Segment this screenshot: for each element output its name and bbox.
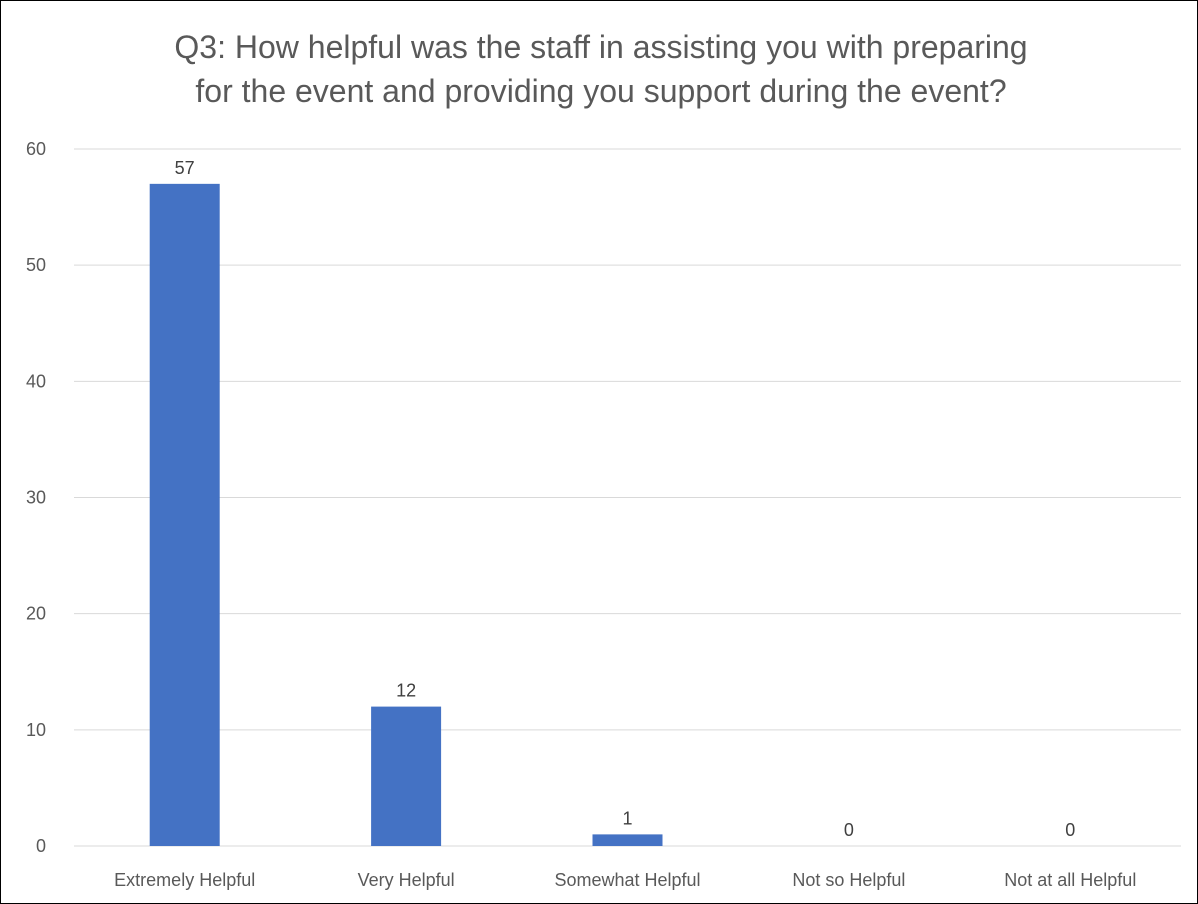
chart-title-line-2: for the event and providing you support … xyxy=(195,73,1007,109)
x-category-label: Somewhat Helpful xyxy=(554,870,700,890)
x-category-label: Not at all Helpful xyxy=(1004,870,1136,890)
chart-title: Q3: How helpful was the staff in assisti… xyxy=(61,25,1141,113)
bar xyxy=(592,834,663,846)
x-category-label: Very Helpful xyxy=(358,870,455,890)
data-label: 0 xyxy=(844,820,854,840)
y-tick-label: 30 xyxy=(26,488,46,508)
data-label: 0 xyxy=(1065,820,1075,840)
y-tick-label: 40 xyxy=(26,371,46,391)
y-tick-label: 50 xyxy=(26,255,46,275)
y-tick-label: 60 xyxy=(26,139,46,159)
data-label: 12 xyxy=(396,681,416,701)
bar xyxy=(149,183,220,847)
y-tick-label: 20 xyxy=(26,604,46,624)
data-label: 1 xyxy=(622,808,632,828)
y-tick-label: 0 xyxy=(36,836,46,856)
chart-title-line-1: Q3: How helpful was the staff in assisti… xyxy=(174,29,1028,65)
data-label: 57 xyxy=(175,158,195,178)
bar xyxy=(371,706,442,846)
x-category-label: Not so Helpful xyxy=(792,870,905,890)
y-tick-label: 10 xyxy=(26,720,46,740)
x-category-label: Extremely Helpful xyxy=(114,870,255,890)
